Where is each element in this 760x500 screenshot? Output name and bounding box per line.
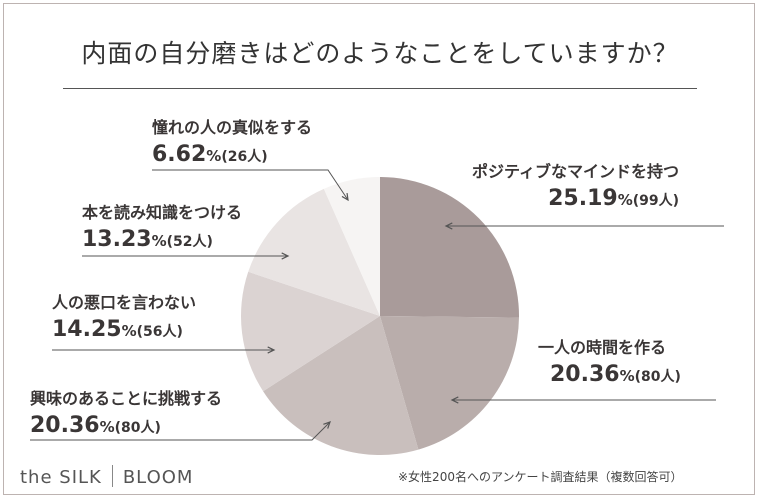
pie-slice	[380, 177, 519, 318]
slice-label-challenge: 興味のあることに挑戦する 20.36%(80人)	[30, 385, 222, 438]
leader-arrowhead	[281, 252, 290, 260]
chart-title: 内面の自分磨きはどのようなことをしていますか？	[81, 39, 679, 68]
slice-value: 14.25%(56人)	[52, 317, 183, 342]
leader-arrowhead	[323, 421, 331, 429]
pie-slice	[241, 271, 380, 392]
slice-name: ポジティブなマインドを持つ	[472, 162, 680, 181]
slice-value: 6.62%(26人)	[152, 142, 268, 167]
pie-slice	[323, 177, 380, 316]
pie-slice	[380, 316, 519, 450]
slice-value: 13.23%(52人)	[82, 227, 213, 252]
slice-name: 一人の時間を作る	[538, 338, 667, 357]
pie-slice	[248, 188, 380, 316]
slice-value: 20.36%(80人)	[30, 413, 161, 438]
slice-label-reading: 本を読み知識をつける 13.23%(52人)	[82, 199, 242, 252]
slice-name: 興味のあることに挑戦する	[30, 389, 223, 408]
slice-label-alone-time: 一人の時間を作る 20.36%(80人)	[538, 334, 681, 387]
title-divider	[63, 88, 697, 89]
slice-value: 25.19%(99人)	[548, 186, 680, 211]
slice-name: 憧れの人の真似をする	[152, 118, 313, 137]
brand-logo: the SILK BLOOM	[20, 465, 194, 488]
leader-arrowhead	[444, 222, 453, 230]
slice-name: 人の悪口を言わない	[52, 293, 197, 312]
slice-label-positive-mind: ポジティブなマインドを持つ 25.19%(99人)	[472, 158, 679, 211]
leader-line	[30, 421, 331, 441]
leader-arrowhead	[267, 346, 276, 354]
leader-arrowhead	[450, 396, 459, 404]
slice-value: 20.36%(80人)	[550, 362, 681, 387]
slice-label-imitate: 憧れの人の真似をする 6.62%(26人)	[152, 114, 312, 167]
leader-arrowhead	[341, 192, 349, 202]
leader-line	[152, 169, 349, 201]
slice-name: 本を読み知識をつける	[82, 203, 243, 222]
slice-label-no-gossip: 人の悪口を言わない 14.25%(56人)	[52, 289, 196, 342]
survey-note: ※女性200名へのアンケート調査結果（複数回答可）	[398, 470, 683, 484]
pie-slice	[263, 316, 419, 455]
chart-frame	[3, 3, 755, 495]
